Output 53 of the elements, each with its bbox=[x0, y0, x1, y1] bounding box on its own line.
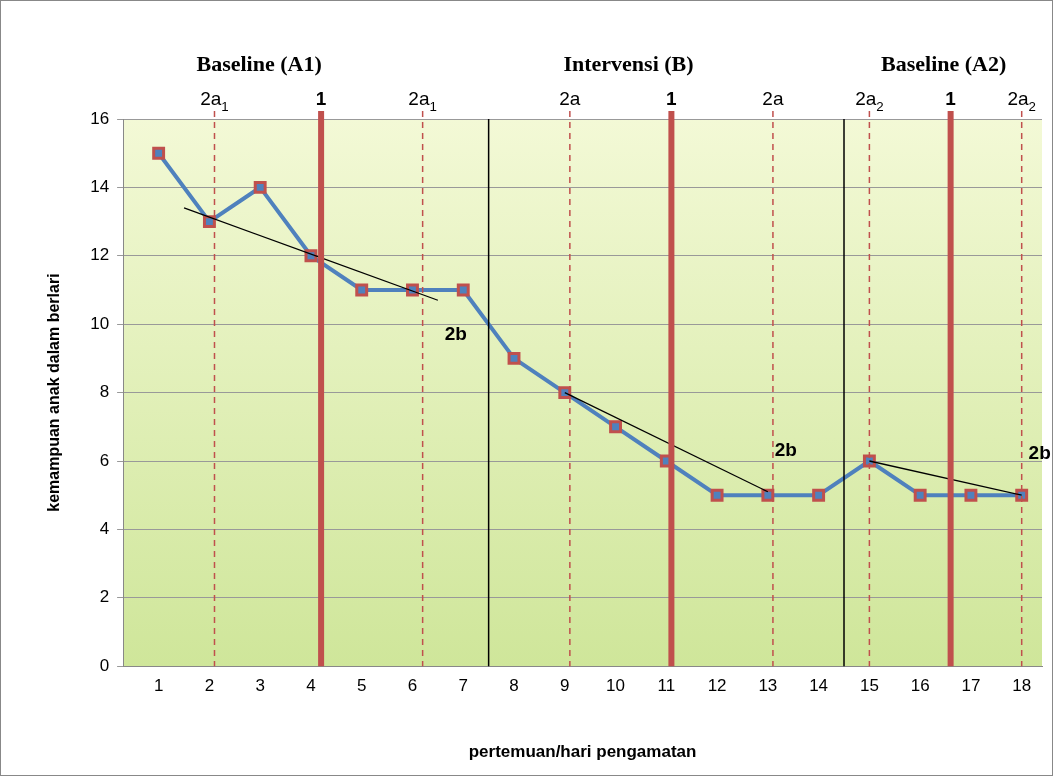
y-axis-title: kemampuan anak dalam berlari bbox=[45, 273, 63, 512]
text: 1 bbox=[315, 88, 327, 109]
y-tick-label: 6 bbox=[99, 450, 110, 470]
text: 2a bbox=[408, 88, 430, 109]
annotation: 2b bbox=[444, 323, 467, 345]
annotation: 2b bbox=[774, 438, 797, 460]
x-tick-label: 10 bbox=[606, 676, 626, 696]
point bbox=[355, 283, 369, 297]
x-tick-label: 2 bbox=[204, 676, 215, 696]
text: 1 bbox=[429, 98, 437, 114]
y-tick-label: 12 bbox=[90, 245, 110, 265]
text: 1 bbox=[666, 88, 678, 109]
text: Baseline (A2) bbox=[881, 51, 1007, 76]
x-tick-label: 3 bbox=[255, 676, 265, 696]
y-tick-label: 8 bbox=[99, 382, 110, 402]
y-tick-label: 16 bbox=[90, 108, 110, 128]
point bbox=[609, 420, 622, 434]
x-tick-label: 1 bbox=[153, 676, 164, 696]
point bbox=[507, 351, 521, 365]
text: Intervensi (B) bbox=[563, 51, 694, 76]
x-tick-label: 14 bbox=[809, 676, 829, 696]
x-tick-label: 8 bbox=[509, 676, 519, 696]
x-tick-label: 4 bbox=[306, 676, 316, 696]
y-tick-label: 2 bbox=[99, 587, 110, 607]
y-tick-label: 0 bbox=[99, 655, 110, 675]
x-axis-title: pertemuan/hari pengamatan bbox=[468, 742, 697, 762]
point bbox=[812, 488, 826, 502]
x-tick-label: 5 bbox=[356, 676, 367, 696]
point bbox=[152, 146, 166, 160]
x-tick-label: 17 bbox=[961, 676, 981, 696]
point bbox=[456, 283, 470, 297]
text: Baseline (A1) bbox=[196, 51, 322, 76]
y-tick-label: 14 bbox=[90, 177, 110, 197]
x-tick-label: 9 bbox=[560, 676, 570, 696]
y-tick-label: 10 bbox=[90, 313, 110, 333]
x-tick-label: 6 bbox=[407, 676, 418, 696]
x-tick-label: 18 bbox=[1012, 676, 1032, 696]
x-tick-label: 11 bbox=[657, 676, 676, 696]
x-tick-label: 7 bbox=[458, 676, 468, 696]
x-tick-label: 15 bbox=[859, 676, 879, 696]
x-tick-label: 16 bbox=[910, 676, 930, 696]
y-tick-label: 4 bbox=[99, 519, 110, 539]
x-tick-label: 13 bbox=[758, 676, 778, 696]
point bbox=[710, 488, 724, 502]
text: 1 bbox=[945, 88, 956, 109]
point bbox=[964, 488, 978, 502]
x-tick-label: 12 bbox=[707, 676, 727, 696]
text: 2a bbox=[762, 88, 784, 109]
text: 2a bbox=[559, 88, 581, 109]
point bbox=[253, 180, 267, 194]
annotation: 2b bbox=[1028, 442, 1051, 464]
point bbox=[202, 215, 216, 229]
point bbox=[913, 488, 927, 502]
